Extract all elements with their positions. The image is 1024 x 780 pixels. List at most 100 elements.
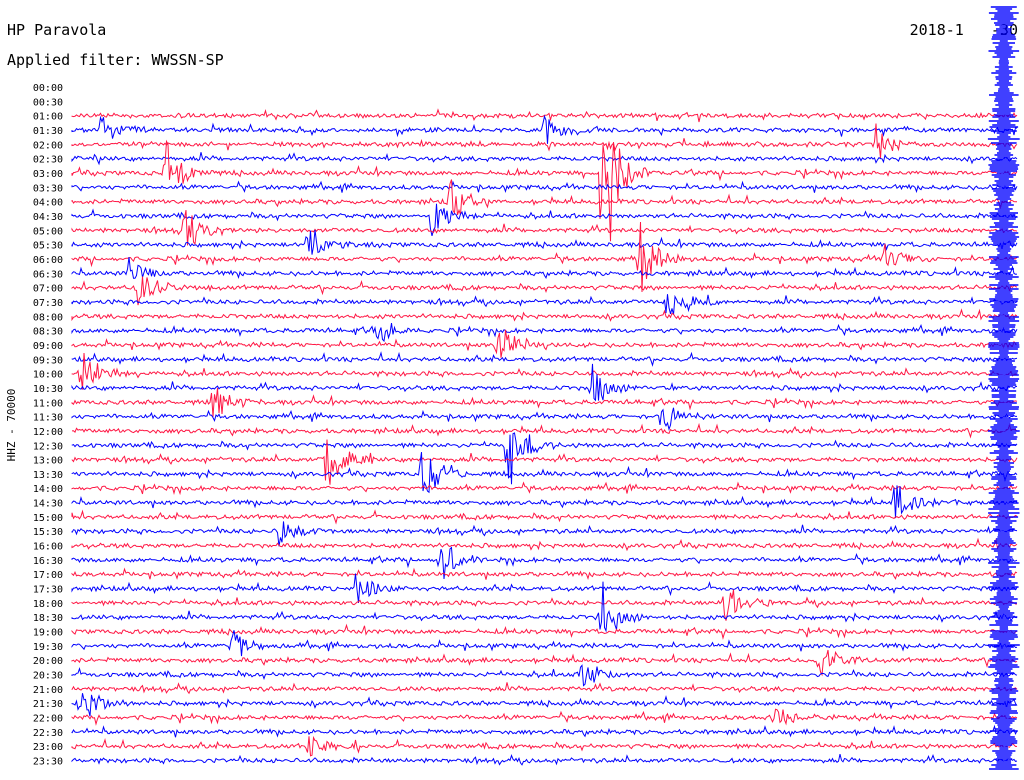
trace-row-1400 [71,481,1018,496]
row-label: 15:30 [33,527,63,538]
trace-row-1800 [71,589,1017,621]
row-label: 22:30 [33,728,63,739]
trace-row-1900 [71,623,1018,640]
row-label: 14:00 [33,484,63,495]
row-label: 12:30 [33,441,63,452]
trace-row-0830 [71,323,1018,343]
date-label: 2018-1 -30 [909,21,1018,39]
trace-row-1230 [71,432,1018,485]
row-label: 08:30 [33,327,63,338]
trace-row-2230 [71,724,1018,738]
row-label: 06:00 [33,255,63,266]
trace-row-0900 [71,329,1018,358]
station-title: HP Paravola [7,21,107,39]
row-label: 14:30 [33,499,63,510]
row-label: 04:00 [33,198,63,209]
trace-row-2130 [71,693,1018,717]
row-label: 07:00 [33,284,63,295]
trace-row-1130 [71,407,1017,431]
trace-row-2000 [71,649,1018,677]
trace-row-0300 [71,139,1018,242]
trace-row-1030 [71,363,1018,402]
trace-row-0430 [71,203,1018,237]
row-label: 21:00 [33,685,63,696]
row-label: 02:30 [33,155,63,166]
trace-row-1930 [71,630,1018,657]
trace-row-0200 [71,123,1018,159]
trace-row-0700 [71,276,1018,306]
trace-row-0600 [71,221,1018,293]
row-label: 13:00 [33,456,63,467]
trace-row-0800 [71,308,1018,322]
trace-row-1600 [71,537,1018,552]
trace-row-1700 [71,567,1018,581]
row-label: 01:00 [33,112,63,123]
trace-row-0530 [71,229,1018,255]
trace-row-2300 [71,735,1018,757]
row-label: 05:30 [33,241,63,252]
row-label: 13:30 [33,470,63,481]
filter-value: WWSSN-SP [151,51,224,69]
filter-line: Applied filter: WWSSN-SP [7,51,224,69]
trace-row-1100 [71,387,1018,417]
trace-row-0930 [71,351,1018,367]
trace-group [71,6,1020,770]
row-label: 03:30 [33,183,63,194]
row-label: 09:30 [33,355,63,366]
saturated-trace-0 [987,6,1020,770]
row-label: 22:00 [33,714,63,725]
trace-row-1330 [71,452,1018,494]
y-axis-label: HHZ - 70000 [5,389,18,462]
row-label: 16:00 [33,542,63,553]
trace-row-1730 [71,573,1018,604]
trace-row-2030 [71,664,1018,687]
row-label: 18:30 [33,613,63,624]
trace-row-0730 [71,294,1018,315]
row-label: 23:30 [33,757,63,768]
trace-row-1630 [71,546,1018,580]
row-label: 11:30 [33,413,63,424]
trace-row-1500 [71,509,1018,525]
row-label: 10:30 [33,384,63,395]
row-label: 00:00 [33,83,63,94]
row-label: 17:00 [33,570,63,581]
row-label: 18:00 [33,599,63,610]
row-label: 10:00 [33,370,63,381]
row-label-group: 00:00 00:30 01:00 01:30 02:00 02:30 03:00 03:30… [33,83,63,768]
trace-row-0630 [71,257,1018,280]
trace-row-1530 [71,521,1018,547]
row-label: 20:30 [33,671,63,682]
row-label: 02:00 [33,140,63,151]
row-label: 00:30 [33,97,63,108]
row-label: 01:30 [33,126,63,137]
row-label: 15:00 [33,513,63,524]
trace-row-2330 [71,753,1018,766]
row-label: 20:00 [33,656,63,667]
row-label: 03:00 [33,169,63,180]
row-label: 23:00 [33,742,63,753]
row-label: 11:00 [33,398,63,409]
row-label: 06:30 [33,269,63,280]
trace-row-2100 [71,682,1018,695]
trace-row-1200 [71,422,1018,439]
trace-row-0400 [71,179,1017,216]
row-label: 09:00 [33,341,63,352]
row-label: 12:00 [33,427,63,438]
row-label: 17:30 [33,585,63,596]
trace-row-1300 [71,439,1018,485]
trace-row-1000 [71,352,1018,390]
trace-row-0130 [71,114,1018,144]
row-label: 19:00 [33,628,63,639]
trace-row-0330 [71,180,1018,194]
trace-row-1430 [71,485,1018,519]
filter-label: Applied filter: [7,51,143,69]
trace-row-0100 [71,108,1018,123]
row-label: 05:00 [33,226,63,237]
row-label: 07:30 [33,298,63,309]
trace-row-0230 [71,152,1018,166]
trace-row-2200 [71,708,1018,726]
row-label: 19:30 [33,642,63,653]
row-label: 08:00 [33,312,63,323]
row-label: 16:30 [33,556,63,567]
